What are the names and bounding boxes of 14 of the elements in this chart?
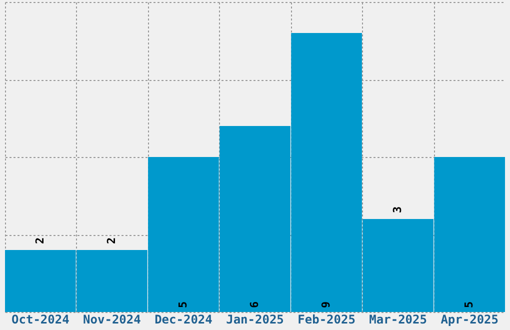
data-label: 6 — [248, 301, 261, 308]
x-tick-label: Dec-2024 — [154, 312, 212, 326]
data-label: 5 — [176, 301, 190, 308]
data-label: 2 — [33, 237, 46, 244]
x-tick-label: Feb-2025 — [298, 312, 356, 326]
x-tick-label: Jan-2025 — [226, 312, 284, 326]
x-tick-label: Apr-2025 — [440, 312, 498, 326]
x-tick-label: Nov-2024 — [83, 312, 141, 326]
x-tick-label: Mar-2025 — [369, 312, 427, 326]
x-tick-label: Oct-2024 — [12, 312, 70, 326]
data-label: 9 — [320, 301, 333, 308]
data-label: 5 — [462, 301, 476, 308]
data-label: 2 — [104, 237, 118, 244]
data-label: 3 — [391, 206, 404, 213]
